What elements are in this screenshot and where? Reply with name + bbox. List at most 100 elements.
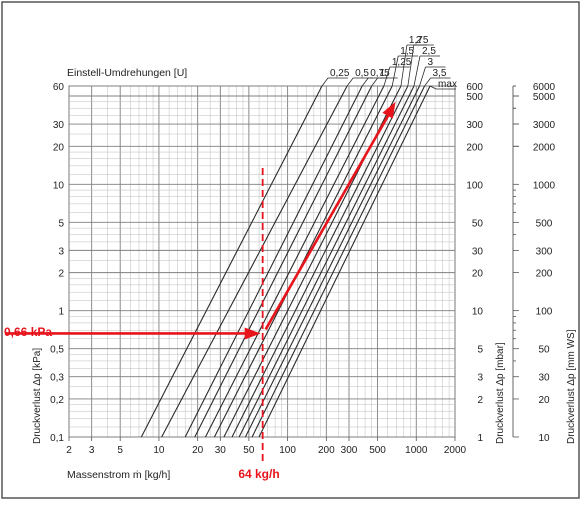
y-tick-label-kpa: 0,5 <box>50 345 64 356</box>
x-tick-label: 300 <box>341 445 358 456</box>
curve-leader <box>419 66 426 87</box>
y-tick-label-mbar: 200 <box>466 142 483 153</box>
y-tick-label-mbar: 600 <box>466 82 483 93</box>
curve-label: 1 <box>380 68 386 79</box>
x-tick-label: 50 <box>243 445 255 456</box>
example-flow-label: 64 kg/h <box>238 467 279 481</box>
curve-label: 0,5 <box>355 68 369 79</box>
y-tick-label-mmws: 100 <box>536 307 553 318</box>
y-tick-label-kpa: 2 <box>58 269 64 280</box>
y-tick-label-mmws: 500 <box>536 218 553 229</box>
x-tick-label: 1000 <box>405 445 428 456</box>
curve-0-75 <box>184 85 363 438</box>
y-axis-label-mmws: Druckverlust Δp [mm WS] <box>566 329 577 444</box>
curve-label: 1,75 <box>409 35 429 46</box>
example-pressure-label: 0,66 kPa <box>4 325 52 339</box>
y-axis-label-kpa: Druckverlust Δp [kPa] <box>32 348 43 444</box>
y-axis-label-mbar: Druckverlust Δp [mbar] <box>495 342 506 444</box>
x-tick-label: 3 <box>89 445 95 456</box>
curve-leader <box>383 66 391 87</box>
y-tick-label-mbar: 50 <box>472 218 484 229</box>
y-tick-label-mbar: 3 <box>477 373 483 384</box>
y-tick-label-mbar: 500 <box>466 92 483 103</box>
curve-leader <box>400 44 408 87</box>
curve-1-25 <box>204 85 385 438</box>
y-tick-label-mbar: 10 <box>472 307 484 318</box>
y-tick-label-mbar: 30 <box>472 246 484 257</box>
y-tick-label-mbar: 5 <box>477 345 483 356</box>
y-tick-label-kpa: 3 <box>58 246 64 257</box>
example-pressure-arrowhead <box>244 327 261 340</box>
y-tick-label-mbar: 20 <box>472 269 484 280</box>
y-tick-label-mmws: 200 <box>536 269 553 280</box>
x-axis-label: Massenstrom ṁ [kg/h] <box>67 469 170 481</box>
curve-label: 2,5 <box>422 46 436 57</box>
y-tick-label-mmws: 50 <box>538 345 550 356</box>
axes: 2 3 5 10 20 30 50 100 200 300 500 1000 2000 0,1 0,2 0,3… <box>50 82 555 456</box>
curve-2 <box>231 85 409 438</box>
curve-0-5 <box>161 85 348 438</box>
chart-title: Einstell-Umdrehungen [U] <box>67 67 187 79</box>
curve-1 <box>194 85 373 438</box>
x-tick-label: 500 <box>369 445 386 456</box>
y-tick-label-mmws: 10 <box>538 433 550 444</box>
curve-label: 0,75 <box>370 68 390 79</box>
y-tick-label-kpa: 10 <box>53 180 65 191</box>
curve-max <box>258 85 431 438</box>
x-tick-label: 2 <box>66 445 72 456</box>
curve-leader <box>391 55 399 87</box>
example-curve-line <box>264 109 393 331</box>
curve-leader <box>424 77 431 87</box>
x-tick-label: 200 <box>318 445 335 456</box>
curve-label: 0,25 <box>330 68 350 79</box>
y-tick-label-mmws: 3000 <box>533 120 556 131</box>
curve-leader <box>407 44 415 87</box>
curve-2-5 <box>238 85 415 438</box>
x-tick-label: 2000 <box>444 445 467 456</box>
y-tick-label-mmws: 6000 <box>533 82 556 93</box>
x-tick-label: 10 <box>153 445 165 456</box>
curve-label: max <box>438 79 457 90</box>
y-tick-label-kpa: 0,2 <box>50 395 64 406</box>
curve-leader <box>321 77 329 87</box>
y-tick-label-kpa: 60 <box>53 82 65 93</box>
y-tick-label-kpa: 20 <box>53 142 65 153</box>
x-tick-label: 30 <box>215 445 227 456</box>
y-tick-label-mmws: 1000 <box>533 180 556 191</box>
curve-leader <box>346 77 354 87</box>
y-tick-label-kpa: 0,3 <box>50 373 64 384</box>
y-tick-label-mmws: 30 <box>538 373 550 384</box>
curve-label: 3 <box>428 57 434 68</box>
y-tick-label-mbar: 300 <box>466 120 483 131</box>
y-tick-label-mmws: 5000 <box>533 92 556 103</box>
curve-leader <box>371 77 378 87</box>
example-reading <box>6 101 396 465</box>
x-tick-label: 20 <box>192 445 204 456</box>
curve-leader <box>413 55 421 87</box>
curve-0-25 <box>140 85 323 438</box>
y-tick-label-mmws: 2000 <box>533 142 556 153</box>
curve-leader <box>429 85 437 90</box>
curve-label: 1,5 <box>400 46 414 57</box>
curve-3 <box>244 85 421 438</box>
curve-label: 1,25 <box>392 57 412 68</box>
curve-label: 2 <box>416 35 422 46</box>
y-tick-label-kpa: 5 <box>58 218 64 229</box>
y-tick-label-kpa: 1 <box>58 307 64 318</box>
y-tick-label-mmws: 300 <box>536 246 553 257</box>
example-curve-arrowhead <box>382 101 396 119</box>
y-tick-label-mbar: 1 <box>477 433 483 444</box>
y-tick-label-mmws: 20 <box>538 395 550 406</box>
curve-label: 3,5 <box>433 68 447 79</box>
curve-3-5 <box>251 85 426 438</box>
y-tick-label-kpa: 30 <box>53 120 65 131</box>
y-tick-label-mbar: 2 <box>477 395 483 406</box>
x-tick-label: 5 <box>117 445 123 456</box>
x-tick-label: 100 <box>279 445 296 456</box>
y-tick-label-mbar: 100 <box>466 180 483 191</box>
curve-leader <box>361 77 369 87</box>
y-tick-label-kpa: 0,1 <box>50 433 64 444</box>
